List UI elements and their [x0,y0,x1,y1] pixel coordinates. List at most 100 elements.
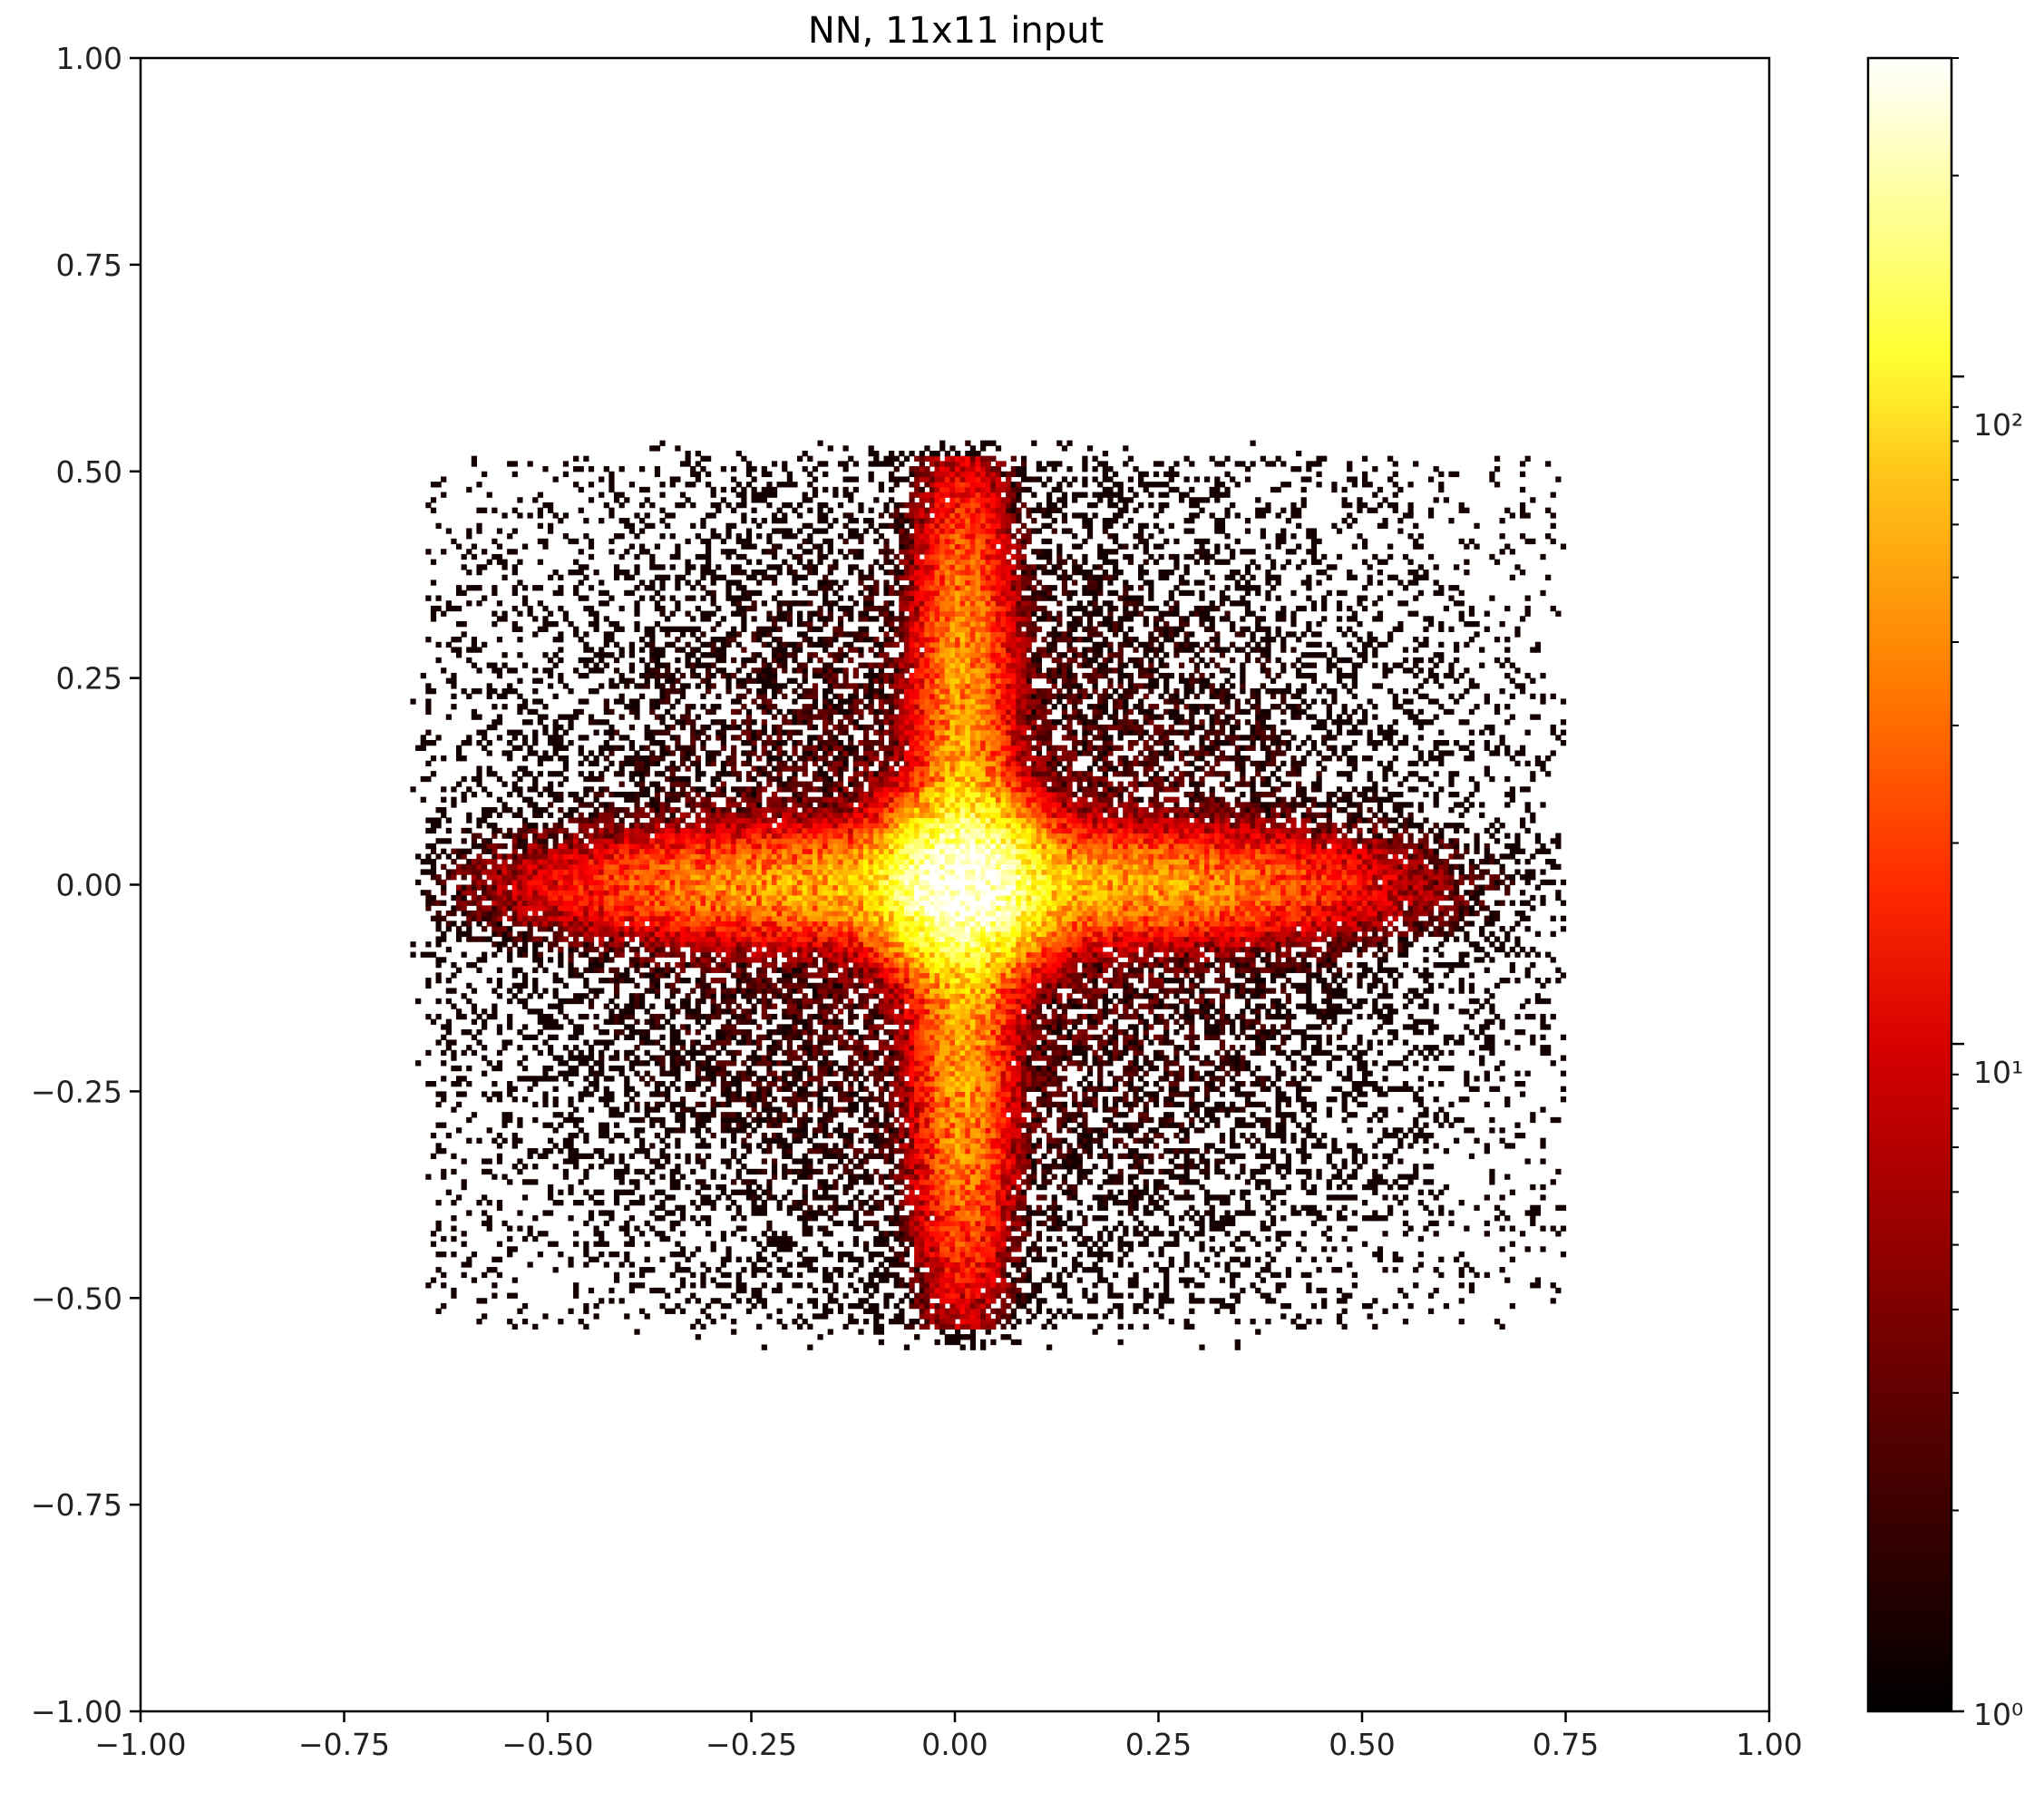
heatmap-cell [425,894,432,901]
heatmap-cell [675,900,681,906]
heatmap-cell [649,652,656,658]
heatmap-cell [482,894,488,901]
heatmap-cell [679,631,686,638]
heatmap-cell [675,543,681,550]
heatmap-cell [537,905,543,911]
heatmap-cell [700,631,706,638]
heatmap-cell [430,507,437,513]
heatmap-cell [710,957,716,963]
heatmap-cell [782,863,788,871]
heatmap-cell [669,1060,676,1067]
heatmap-cell [735,1256,742,1262]
heatmap-cell [782,1013,788,1020]
heatmap-cell [741,812,747,819]
heatmap-cell [771,620,778,628]
heatmap-cell [700,1137,706,1144]
heatmap-cell [776,833,783,839]
heatmap-cell [786,719,793,726]
heatmap-cell [634,946,640,953]
heatmap-cell [578,1127,584,1134]
heatmap-cell [471,662,478,668]
heatmap-cell [761,1189,767,1195]
heatmap-cell [695,461,701,467]
heatmap-cell [745,466,753,472]
heatmap-cell [593,1013,599,1020]
heatmap-cell [558,827,564,834]
heatmap-cell [496,1060,503,1067]
heatmap-cell [471,585,478,591]
heatmap-cell [751,1179,757,1185]
heatmap-cell [639,1148,646,1154]
heatmap-cell [573,1070,579,1076]
heatmap-cell [603,502,609,509]
heatmap-cell [766,1065,773,1072]
heatmap-cell [741,662,747,668]
heatmap-cell [675,833,681,839]
heatmap-cell [786,874,793,881]
heatmap-cell [593,869,599,875]
heatmap-cell [700,988,706,994]
heatmap-cell [628,1241,636,1247]
heatmap-cell [756,827,763,834]
heatmap-cell [511,786,518,793]
heatmap-cell [771,1003,778,1009]
heatmap-cell [771,637,778,643]
heatmap-cell [731,626,737,632]
plot-area [139,56,1771,1713]
heatmap-cell [685,1008,691,1015]
heatmap-cell [715,771,722,777]
heatmap-cell [486,771,492,777]
heatmap-cell [659,745,666,751]
heatmap-cell [573,879,579,886]
heatmap-cell [710,1070,716,1076]
heatmap-cell [654,755,661,762]
heatmap-cell [466,998,472,1005]
heatmap-cell [486,791,492,798]
heatmap-cell [425,549,432,555]
heatmap-cell [599,848,605,854]
heatmap-cell [521,998,529,1005]
heatmap-cell [649,750,656,756]
heatmap-cell [624,569,630,576]
heatmap-cell [593,791,599,798]
heatmap-cell [675,1137,681,1144]
heatmap-cell [476,853,482,860]
heatmap-cell [578,884,584,891]
heatmap-cell [511,972,518,979]
heatmap-cell [466,549,472,555]
heatmap-cell [659,1065,666,1072]
heatmap-cell [715,605,722,612]
heatmap-cell [644,486,650,493]
heatmap-cell [679,714,686,720]
heatmap-cell [725,802,732,808]
heatmap-cell [731,900,737,906]
heatmap-cell [537,1013,543,1020]
heatmap-cell [492,843,498,850]
heatmap-cell [537,677,543,684]
heatmap-cell [705,559,712,565]
heatmap-cell [771,543,778,550]
heatmap-cell [517,890,523,896]
heatmap-cell [725,1112,732,1118]
heatmap-cell [649,755,656,762]
heatmap-cell [517,497,523,503]
heatmap-cell [628,1060,636,1067]
heatmap-cell [486,1168,492,1175]
heatmap-cell [782,1174,788,1180]
heatmap-cell [705,921,712,927]
heatmap-cell [786,941,793,948]
heatmap-cell [461,1179,467,1185]
heatmap-cell [761,972,767,979]
heatmap-cell [756,1292,763,1299]
heatmap-cell [700,910,706,917]
heatmap-cell [517,637,523,643]
heatmap-cell [593,1241,599,1247]
heatmap-cell [700,838,706,844]
heatmap-cell [492,1282,498,1289]
heatmap-cell [665,1235,671,1242]
heatmap-cell [685,961,691,969]
heatmap-cell [715,843,722,850]
heatmap-cell [710,775,716,783]
heatmap-cell [685,719,691,726]
heatmap-cell [415,998,422,1005]
